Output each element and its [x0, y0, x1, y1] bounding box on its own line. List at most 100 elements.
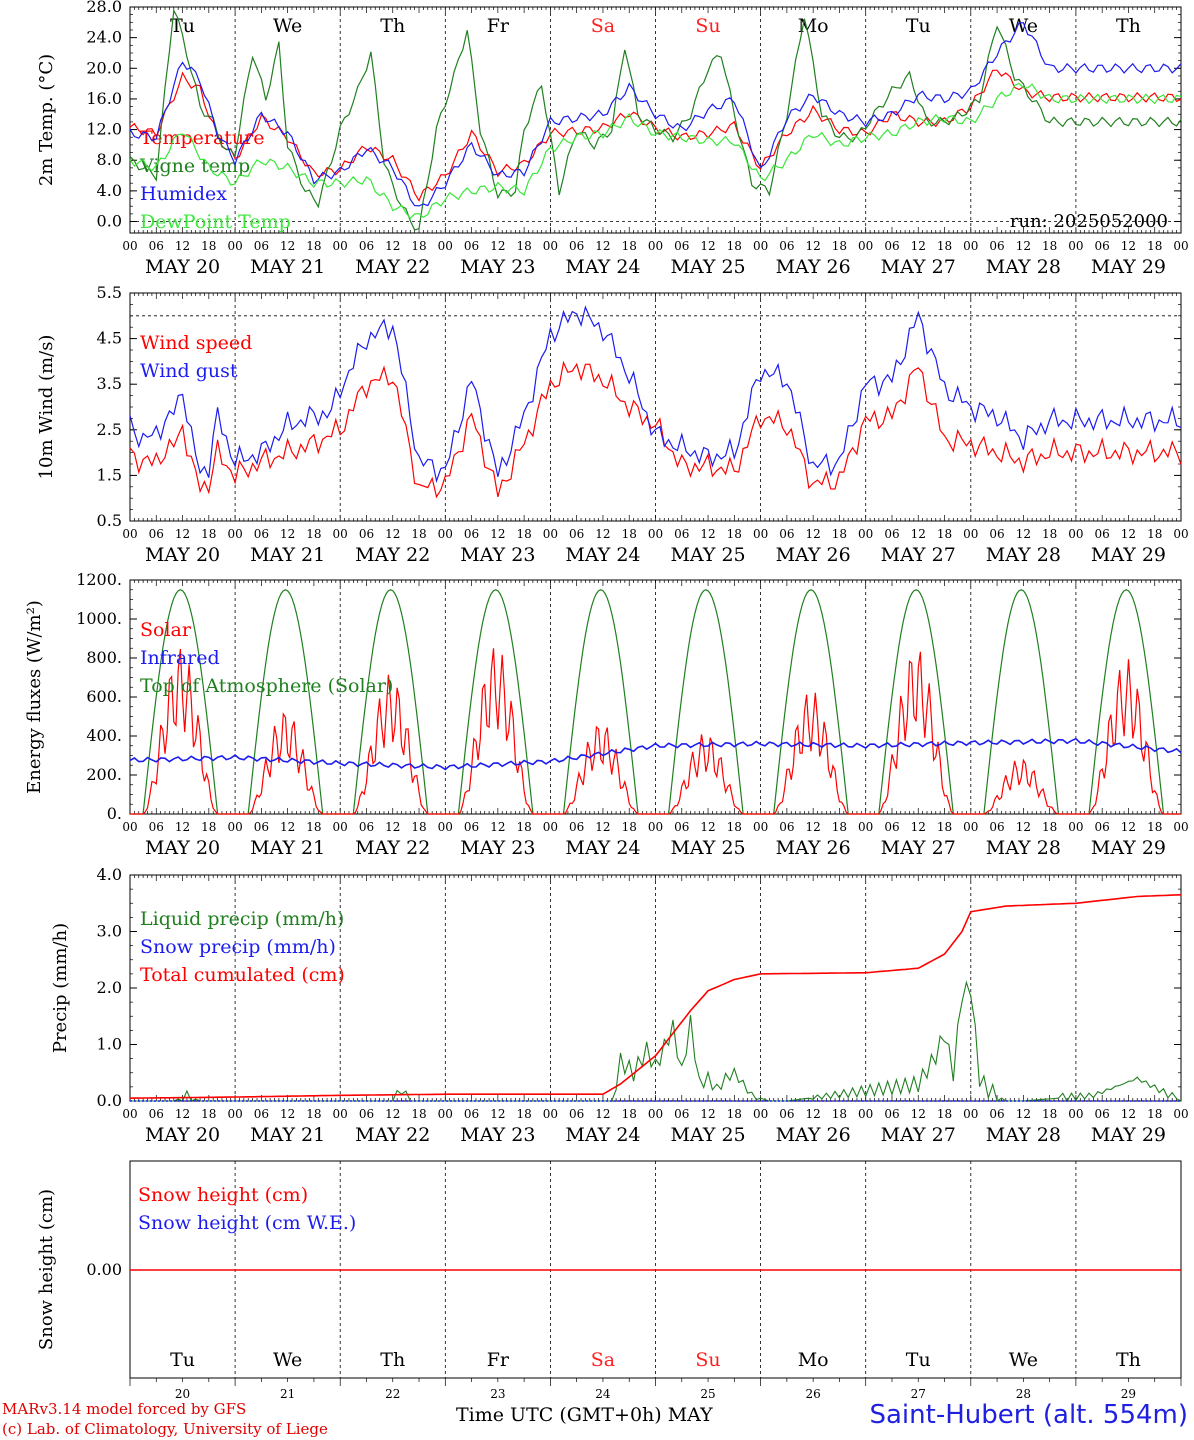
legend-3: Top of Atmosphere (Solar)	[140, 675, 393, 697]
weekday-label: We	[273, 15, 302, 37]
hour-tick-label: 18	[1042, 1107, 1057, 1121]
hour-tick-label: 00	[122, 239, 137, 253]
series-line-2	[129, 305, 1182, 484]
hour-tick-label: 12	[490, 1107, 505, 1121]
hour-tick-label: 18	[622, 527, 637, 541]
hour-tick-label: 06	[989, 239, 1004, 253]
day-number-label: 27	[911, 1387, 926, 1401]
y-tick-label: 5.5	[97, 283, 122, 302]
date-label: MAY 25	[670, 544, 745, 566]
hour-tick-label: 18	[727, 820, 742, 834]
day-number-label: 29	[1121, 1387, 1136, 1401]
y-tick-label: 8.0	[97, 150, 122, 169]
date-label: MAY 23	[460, 1124, 535, 1146]
hour-tick-label: 12	[1121, 527, 1136, 541]
hour-tick-label: 12	[700, 1107, 715, 1121]
legend-1: Temperature	[140, 127, 264, 149]
hour-tick-label: 12	[595, 239, 610, 253]
legend-1: Liquid precip (mm/h)	[140, 908, 344, 930]
y-tick-label: 1.5	[97, 465, 122, 484]
hour-tick-label: 00	[648, 527, 663, 541]
hour-tick-label: 00	[1068, 820, 1083, 834]
y-tick-label: 0.00	[86, 1260, 122, 1279]
hour-tick-label: 12	[490, 239, 505, 253]
legend-2: Infrared	[140, 647, 220, 669]
date-label: MAY 29	[1091, 256, 1166, 278]
hour-tick-label: 18	[1147, 1107, 1162, 1121]
hour-tick-label: 18	[516, 1107, 531, 1121]
y-tick-label: 2.0	[97, 978, 122, 997]
date-label: MAY 25	[670, 837, 745, 859]
date-label: MAY 20	[145, 544, 220, 566]
hour-tick-label: 00	[1068, 1107, 1083, 1121]
hour-tick-label: 06	[989, 1107, 1004, 1121]
hour-tick-label: 06	[884, 239, 899, 253]
weekday-label: Mo	[798, 1349, 829, 1371]
y-tick-label: 20.0	[86, 58, 122, 77]
date-label: MAY 24	[565, 256, 640, 278]
hour-tick-label: 06	[884, 1107, 899, 1121]
date-label: MAY 22	[355, 256, 430, 278]
hour-tick-label: 06	[149, 239, 164, 253]
weekday-label: Su	[695, 15, 720, 37]
weekday-label: Tu	[906, 1349, 931, 1371]
y-tick-label: 3.0	[97, 922, 122, 941]
hour-tick-label: 12	[806, 820, 821, 834]
hour-tick-label: 00	[753, 1107, 768, 1121]
y-axis-label: Snow height (cm)	[36, 1189, 57, 1350]
hour-tick-label: 06	[359, 239, 374, 253]
y-tick-label: 600.	[86, 687, 122, 706]
hour-tick-label: 12	[1121, 820, 1136, 834]
panel-1: 00 06 12 18 00 06 12 18 00 06 12 18 00 06 12 18 00 06 12 18…	[36, 0, 1189, 278]
hour-tick-label: 12	[385, 527, 400, 541]
y-tick-label: 200.	[86, 765, 122, 784]
legend-2: Snow height (cm W.E.)	[138, 1212, 356, 1234]
date-label: MAY 27	[881, 256, 956, 278]
weekday-label: Fr	[487, 15, 510, 37]
hour-tick-label: 00	[1173, 239, 1188, 253]
day-number-label: 25	[700, 1387, 715, 1401]
date-label: MAY 27	[881, 837, 956, 859]
hour-tick-label: 12	[385, 239, 400, 253]
hour-tick-label: 12	[806, 1107, 821, 1121]
date-label: MAY 23	[460, 256, 535, 278]
hour-tick-label: 00	[858, 527, 873, 541]
y-tick-label: 1.0	[97, 1035, 122, 1054]
hour-tick-label: 12	[175, 1107, 190, 1121]
y-tick-label: 4.0	[97, 181, 122, 200]
hour-tick-label: 12	[911, 1107, 926, 1121]
hour-tick-label: 18	[201, 1107, 216, 1121]
y-tick-label: 400.	[86, 726, 122, 745]
date-label: MAY 23	[460, 837, 535, 859]
hour-tick-label: 00	[1173, 527, 1188, 541]
hour-tick-label: 00	[648, 239, 663, 253]
weekday-label: We	[1009, 1349, 1038, 1371]
hour-tick-label: 06	[674, 820, 689, 834]
legend-1: Solar	[140, 619, 192, 641]
hour-tick-label: 00	[543, 1107, 558, 1121]
y-axis-label: Energy fluxes (W/m²)	[24, 600, 45, 794]
hour-tick-label: 12	[175, 820, 190, 834]
hour-tick-label: 06	[254, 239, 269, 253]
hour-tick-label: 18	[1147, 527, 1162, 541]
date-label: MAY 20	[145, 837, 220, 859]
day-number-label: 21	[280, 1387, 295, 1401]
date-label: MAY 24	[565, 1124, 640, 1146]
series-line-1	[130, 980, 1182, 1103]
hour-tick-label: 18	[727, 1107, 742, 1121]
series-line-4	[129, 82, 1182, 220]
hour-tick-label: 12	[1121, 239, 1136, 253]
hour-tick-label: 18	[937, 239, 952, 253]
hour-tick-label: 12	[385, 1107, 400, 1121]
weekday-label: Tu	[170, 1349, 195, 1371]
hour-tick-label: 18	[727, 527, 742, 541]
hour-tick-label: 18	[516, 527, 531, 541]
legend-2: Wind gust	[140, 360, 238, 382]
date-label: MAY 24	[565, 544, 640, 566]
date-label: MAY 20	[145, 256, 220, 278]
hour-tick-label: 06	[359, 1107, 374, 1121]
hour-tick-label: 18	[411, 820, 426, 834]
date-label: MAY 28	[986, 544, 1061, 566]
series-line-2	[129, 8, 1182, 231]
